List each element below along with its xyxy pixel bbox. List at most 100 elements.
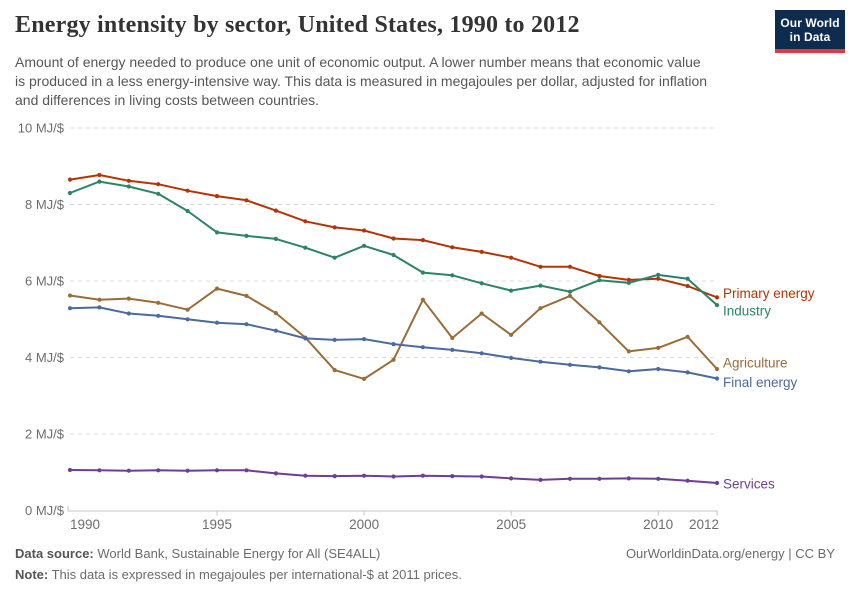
series-line-primary-energy[interactable] bbox=[69, 174, 718, 299]
series-point[interactable] bbox=[332, 474, 337, 479]
series-label-industry[interactable]: Industry bbox=[723, 304, 771, 319]
series-point[interactable] bbox=[597, 365, 602, 370]
series-point[interactable] bbox=[391, 474, 396, 479]
series-point[interactable] bbox=[332, 368, 337, 373]
series-point[interactable] bbox=[156, 182, 161, 187]
series-point[interactable] bbox=[362, 243, 367, 248]
series-point[interactable] bbox=[303, 473, 308, 478]
series-point[interactable] bbox=[67, 293, 73, 298]
series-point[interactable] bbox=[362, 228, 367, 233]
series-point[interactable] bbox=[185, 307, 190, 312]
series-point[interactable] bbox=[362, 376, 367, 381]
series-point[interactable] bbox=[332, 225, 337, 230]
series-point[interactable] bbox=[362, 473, 367, 478]
series-point[interactable] bbox=[185, 188, 190, 193]
series-point[interactable] bbox=[714, 295, 720, 300]
series-point[interactable] bbox=[567, 264, 573, 269]
series-point[interactable] bbox=[67, 467, 73, 473]
series-point[interactable] bbox=[273, 208, 278, 213]
series-point[interactable] bbox=[509, 355, 514, 360]
series-point[interactable] bbox=[244, 198, 249, 203]
series-point[interactable] bbox=[126, 296, 131, 301]
series-point[interactable] bbox=[626, 349, 631, 354]
series-primary-energy[interactable]: Primary energy bbox=[67, 172, 815, 301]
series-point[interactable] bbox=[156, 313, 161, 318]
series-point[interactable] bbox=[714, 376, 720, 381]
series-point[interactable] bbox=[597, 476, 602, 481]
series-point[interactable] bbox=[626, 369, 631, 374]
series-final-energy[interactable]: Final energy bbox=[67, 305, 798, 390]
series-point[interactable] bbox=[685, 478, 690, 483]
owid-logo[interactable]: Our World in Data bbox=[775, 10, 845, 53]
series-point[interactable] bbox=[420, 345, 425, 350]
series-industry[interactable]: Industry bbox=[67, 179, 771, 319]
series-point[interactable] bbox=[656, 276, 661, 281]
series-point[interactable] bbox=[567, 476, 573, 481]
series-line-agriculture[interactable] bbox=[69, 287, 718, 380]
series-point[interactable] bbox=[567, 289, 573, 294]
series-point[interactable] bbox=[538, 306, 543, 311]
series-point[interactable] bbox=[303, 245, 308, 250]
series-point[interactable] bbox=[597, 320, 602, 325]
series-point[interactable] bbox=[67, 177, 73, 182]
series-point[interactable] bbox=[273, 311, 278, 316]
series-point[interactable] bbox=[538, 264, 543, 269]
series-point[interactable] bbox=[420, 473, 425, 478]
series-point[interactable] bbox=[626, 277, 631, 282]
series-point[interactable] bbox=[126, 178, 131, 183]
series-point[interactable] bbox=[509, 255, 514, 260]
series-point[interactable] bbox=[273, 328, 278, 333]
series-label-agriculture[interactable]: Agriculture bbox=[723, 356, 788, 371]
series-point[interactable] bbox=[332, 255, 337, 260]
series-point[interactable] bbox=[656, 345, 661, 350]
series-point[interactable] bbox=[273, 236, 278, 241]
series-point[interactable] bbox=[97, 468, 102, 473]
series-point[interactable] bbox=[450, 245, 455, 250]
series-point[interactable] bbox=[97, 305, 102, 310]
series-point[interactable] bbox=[67, 306, 73, 311]
series-point[interactable] bbox=[538, 359, 543, 364]
series-point[interactable] bbox=[126, 184, 131, 189]
series-point[interactable] bbox=[185, 468, 190, 473]
series-point[interactable] bbox=[214, 320, 220, 325]
series-point[interactable] bbox=[67, 190, 73, 196]
series-point[interactable] bbox=[656, 476, 661, 481]
series-point[interactable] bbox=[714, 366, 720, 372]
series-point[interactable] bbox=[214, 230, 220, 235]
series-point[interactable] bbox=[420, 270, 425, 275]
series-point[interactable] bbox=[126, 468, 131, 473]
series-point[interactable] bbox=[509, 288, 514, 293]
series-point[interactable] bbox=[685, 283, 690, 289]
series-point[interactable] bbox=[244, 293, 249, 298]
series-point[interactable] bbox=[156, 468, 161, 473]
series-point[interactable] bbox=[538, 283, 543, 288]
series-point[interactable] bbox=[244, 233, 249, 238]
owid-link[interactable]: OurWorldinData.org/energy | CC BY bbox=[625, 546, 835, 561]
series-point[interactable] bbox=[597, 278, 602, 283]
series-point[interactable] bbox=[450, 273, 455, 278]
series-point[interactable] bbox=[185, 317, 190, 322]
series-point[interactable] bbox=[214, 468, 220, 473]
series-point[interactable] bbox=[567, 293, 573, 298]
series-label-primary-energy[interactable]: Primary energy bbox=[723, 286, 815, 301]
series-point[interactable] bbox=[509, 476, 514, 481]
series-point[interactable] bbox=[685, 370, 690, 375]
series-point[interactable] bbox=[332, 337, 337, 342]
series-point[interactable] bbox=[538, 477, 543, 482]
series-point[interactable] bbox=[479, 474, 484, 479]
series-point[interactable] bbox=[391, 236, 396, 241]
series-point[interactable] bbox=[685, 334, 690, 339]
series-point[interactable] bbox=[303, 219, 308, 224]
series-point[interactable] bbox=[479, 249, 484, 254]
series-point[interactable] bbox=[626, 476, 631, 481]
series-point[interactable] bbox=[244, 322, 249, 327]
series-point[interactable] bbox=[391, 357, 396, 362]
series-point[interactable] bbox=[597, 273, 602, 279]
series-line-industry[interactable] bbox=[69, 180, 718, 307]
series-point[interactable] bbox=[156, 300, 161, 305]
series-point[interactable] bbox=[685, 276, 690, 281]
series-point[interactable] bbox=[156, 191, 161, 196]
series-point[interactable] bbox=[97, 172, 102, 178]
series-point[interactable] bbox=[479, 311, 484, 316]
